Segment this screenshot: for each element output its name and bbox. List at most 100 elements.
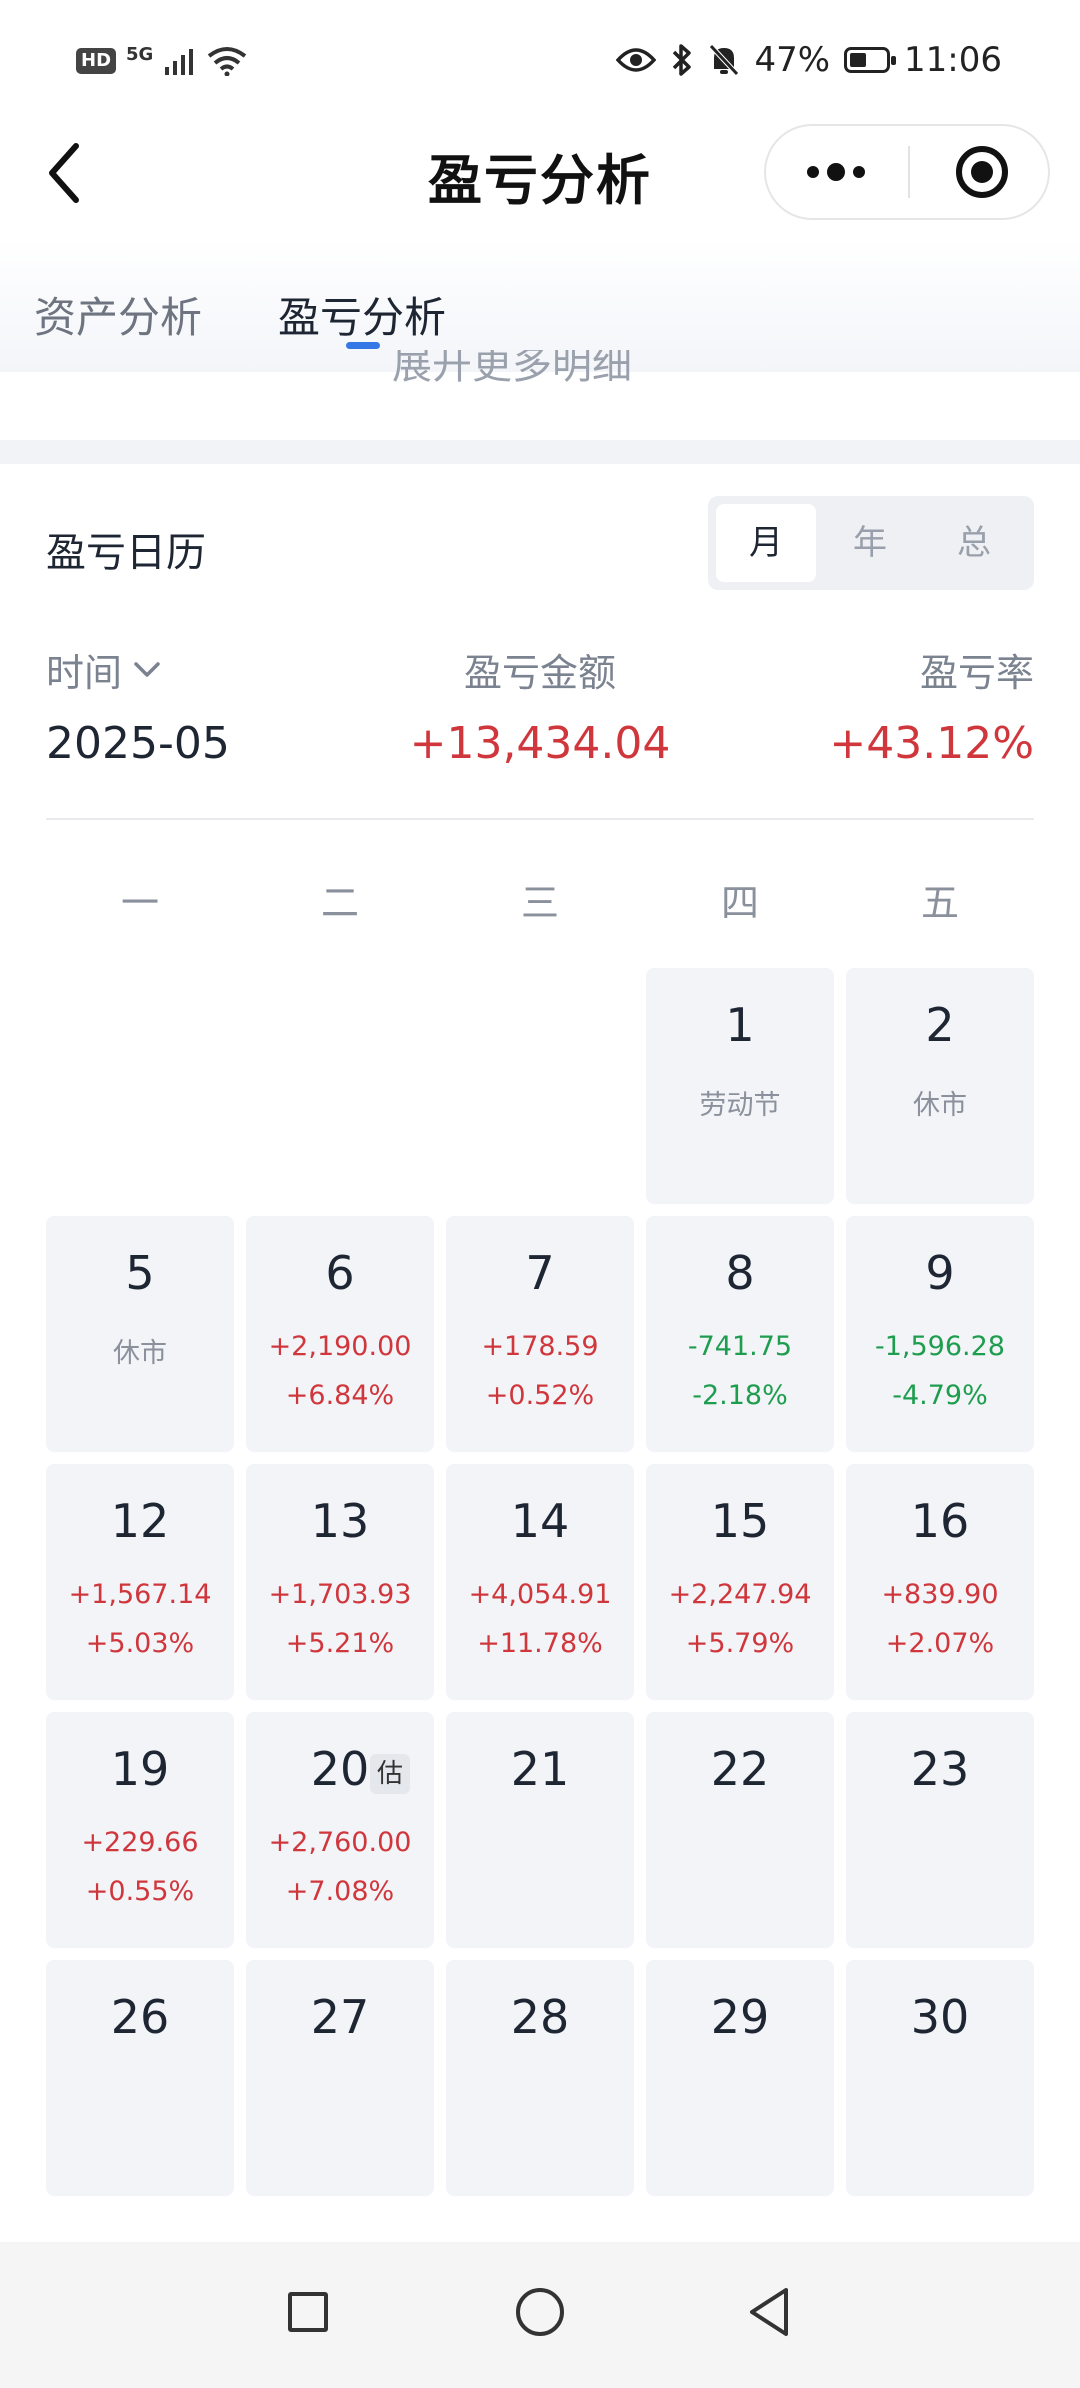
calendar-day[interactable]: 7 +178.59 +0.52% (446, 1216, 634, 1452)
battery-fill (850, 53, 867, 67)
status-bar: HD 5G 47% (0, 0, 1080, 128)
day-rate: +6.84% (285, 1380, 395, 1411)
chevron-left-icon (49, 143, 79, 203)
status-right: 47% 11:06 (616, 40, 1002, 80)
day-number: 28 (510, 1990, 570, 2044)
square-recent-icon[interactable] (288, 2292, 328, 2332)
day-rate: +5.03% (85, 1628, 195, 1659)
day-number: 12 (110, 1494, 170, 1548)
calendar-day[interactable]: 9 -1,596.28 -4.79% (846, 1216, 1034, 1452)
calendar-day[interactable]: 29 (646, 1960, 834, 2196)
rate-value: +43.12% (829, 718, 1034, 769)
summary-divider (46, 818, 1034, 820)
day-rate: +5.21% (285, 1628, 395, 1659)
capsule-divider (908, 146, 910, 198)
calendar-day[interactable]: 13 +1,703.93 +5.21% (246, 1464, 434, 1700)
day-amount: +4,054.91 (468, 1579, 612, 1610)
calendar-day[interactable]: 6 +2,190.00 +6.84% (246, 1216, 434, 1452)
calendar-day[interactable]: 30 (846, 1960, 1034, 2196)
circle-home-icon[interactable] (516, 2288, 564, 2336)
calendar-day[interactable]: 23 (846, 1712, 1034, 1948)
expand-details-link[interactable]: 展开更多明细 (392, 350, 632, 388)
target-close-icon[interactable] (956, 146, 1008, 198)
time-selector[interactable]: 时间 (46, 642, 162, 697)
signal-icon (165, 49, 194, 75)
amount-label: 盈亏金额 (463, 651, 616, 695)
day-amount: +2,190.00 (268, 1331, 412, 1362)
tab-bar: 资产分析 盈亏分析 (0, 238, 1080, 372)
eye-icon (616, 48, 657, 72)
battery-icon (844, 47, 897, 73)
day-number: 23 (910, 1742, 970, 1796)
clock: 11:06 (904, 40, 1002, 80)
day-amount: +1,703.93 (268, 1579, 412, 1610)
status-left: HD 5G (76, 43, 247, 76)
calendar-day[interactable]: 19 +229.66 +0.55% (46, 1712, 234, 1948)
day-rate: +7.08% (285, 1876, 395, 1907)
weekday-wed: 三 (520, 881, 559, 925)
day-number: 19 (110, 1742, 170, 1796)
tab-asset-analysis[interactable]: 资产分析 (34, 293, 203, 342)
segment-month[interactable]: 月 (716, 504, 816, 582)
day-number: 16 (910, 1494, 970, 1548)
day-rate: +2.07% (885, 1628, 995, 1659)
calendar-day[interactable]: 14 +4,054.91 +11.78% (446, 1464, 634, 1700)
day-rate: +5.79% (685, 1628, 795, 1659)
calendar-day[interactable]: 15 +2,247.94 +5.79% (646, 1464, 834, 1700)
day-amount: +229.66 (81, 1827, 199, 1858)
day-number: 14 (510, 1494, 570, 1548)
day-number: 8 (725, 1246, 755, 1300)
calendar-day[interactable]: 16 +839.90 +2.07% (846, 1464, 1034, 1700)
day-amount: -1,596.28 (875, 1331, 1005, 1362)
day-number: 7 (525, 1246, 555, 1300)
weekday-fri: 五 (920, 881, 959, 925)
calendar-day[interactable]: 21 (446, 1712, 634, 1948)
day-amount: +839.90 (881, 1579, 999, 1610)
day-rate: -4.79% (892, 1380, 988, 1411)
triangle-back-icon[interactable] (746, 2286, 792, 2338)
day-number: 1 (725, 998, 755, 1052)
calendar-day[interactable]: 5 休市 (46, 1216, 234, 1452)
calendar-day[interactable]: 12 +1,567.14 +5.03% (46, 1464, 234, 1700)
day-number: 13 (310, 1494, 370, 1548)
day-number: 6 (325, 1246, 355, 1300)
day-number: 27 (310, 1990, 370, 2044)
calendar-day[interactable]: 26 (46, 1960, 234, 2196)
day-note: 休市 (113, 1338, 167, 1369)
rate-label: 盈亏率 (919, 651, 1034, 695)
day-number: 20 (310, 1742, 370, 1796)
calendar-day[interactable]: 20 估 +2,760.00 +7.08% (246, 1712, 434, 1948)
estimate-badge: 估 (370, 1754, 410, 1794)
page-title: 盈亏分析 (428, 149, 652, 212)
day-rate: +11.78% (477, 1628, 603, 1659)
network-label: 5G (126, 43, 154, 65)
mini-program-capsule (764, 124, 1050, 220)
hd-icon: HD (76, 48, 117, 74)
back-button[interactable] (40, 138, 96, 208)
calendar-day[interactable]: 2 休市 (846, 968, 1034, 1204)
calendar-day[interactable]: 8 -741.75 -2.18% (646, 1216, 834, 1452)
segment-total[interactable]: 总 (957, 523, 991, 563)
day-amount: +2,247.94 (668, 1579, 812, 1610)
day-number: 2 (925, 998, 955, 1052)
segment-year[interactable]: 年 (853, 523, 887, 563)
day-number: 5 (125, 1246, 155, 1300)
day-rate: +0.52% (485, 1380, 595, 1411)
more-dots-icon[interactable] (766, 126, 906, 218)
mute-bell-icon (709, 44, 740, 76)
calendar-day[interactable]: 22 (646, 1712, 834, 1948)
day-rate: -2.18% (692, 1380, 788, 1411)
calendar-day[interactable]: 1 劳动节 (646, 968, 834, 1204)
battery-percent: 47% (754, 40, 831, 80)
calendar-day[interactable]: 27 (246, 1960, 434, 2196)
tab-pnl-analysis[interactable]: 盈亏分析 (278, 293, 447, 342)
day-rate: +0.55% (85, 1876, 195, 1907)
calendar-day[interactable]: 28 (446, 1960, 634, 2196)
period-segmented-control: 月 年 总 (708, 496, 1034, 590)
day-number: 21 (510, 1742, 570, 1796)
section-separator (0, 440, 1080, 464)
active-tab-indicator (346, 342, 380, 349)
day-number: 26 (110, 1990, 170, 2044)
weekday-mon: 一 (120, 881, 159, 925)
day-number: 29 (710, 1990, 770, 2044)
